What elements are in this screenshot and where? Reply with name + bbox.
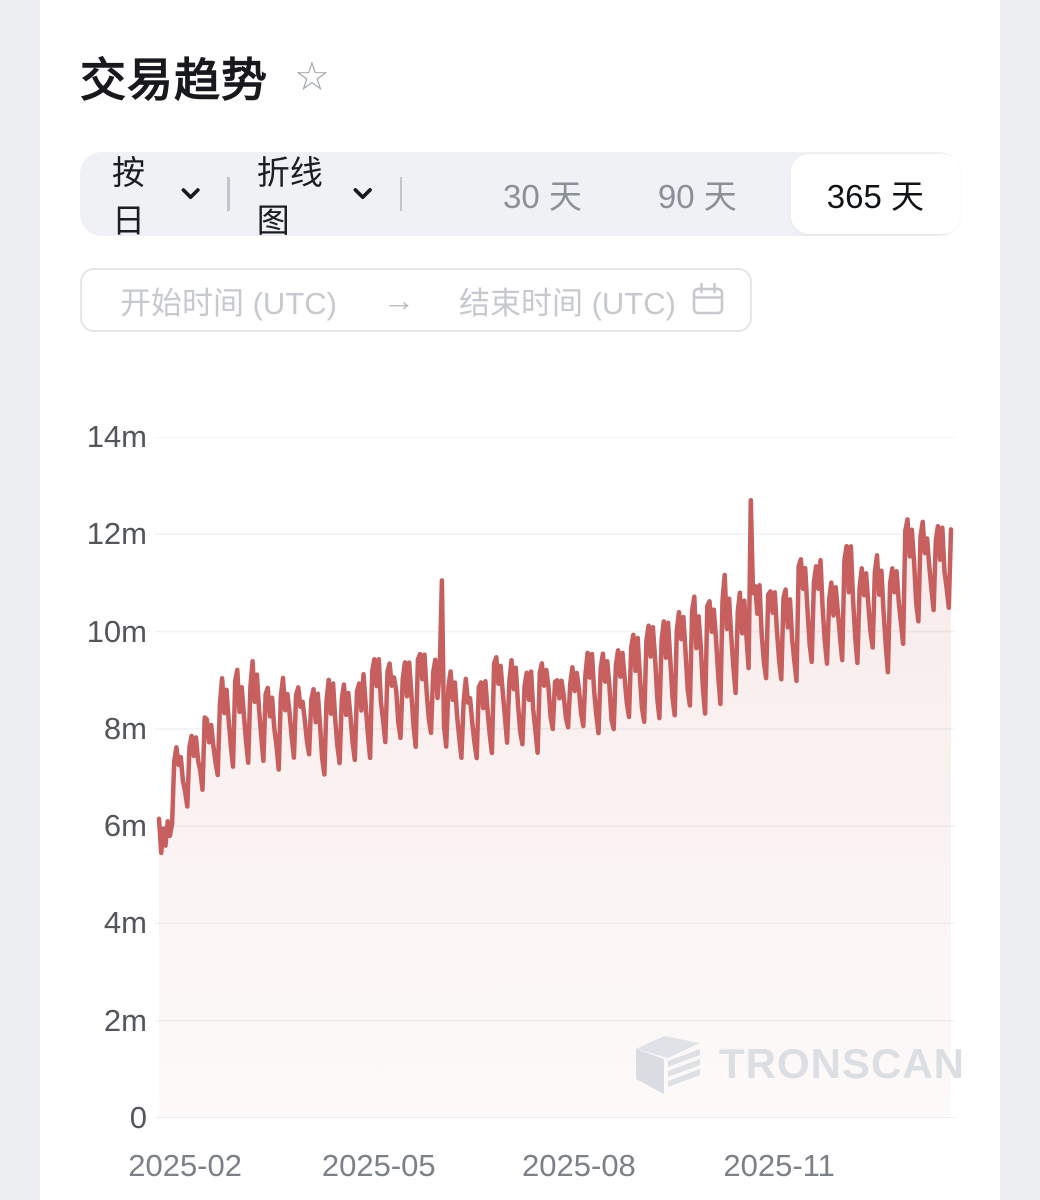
chart-canvas[interactable]: TRONSCAN — [155, 437, 964, 1118]
chevron-down-icon — [353, 188, 372, 200]
range-button-30d[interactable]: 30 天 — [465, 156, 620, 232]
arrow-right-icon: → — [382, 281, 415, 318]
favorite-star-icon[interactable]: ☆ — [294, 55, 330, 99]
chart-type-dropdown[interactable]: 折线图 — [257, 146, 373, 242]
chart-toolbar: 按日 折线图 30 天 90 天 365 天 — [80, 152, 960, 239]
tronscan-logo-icon — [636, 1036, 700, 1094]
tronscan-watermark: TRONSCAN — [631, 1032, 965, 1096]
area-fill — [159, 500, 951, 1118]
time-range-group: 30 天 90 天 365 天 — [465, 154, 960, 234]
toolbar-divider — [399, 177, 403, 211]
line-chart-svg — [155, 437, 955, 1118]
end-date-input[interactable]: 结束时间 (UTC) — [458, 285, 676, 321]
page-title: 交易趋势 — [80, 54, 268, 106]
start-date-input[interactable]: 开始时间 (UTC) — [120, 285, 337, 321]
toolbar-divider — [227, 177, 230, 211]
trend-line — [156, 497, 954, 856]
calendar-icon[interactable] — [688, 280, 728, 320]
range-button-90d[interactable]: 90 天 — [620, 156, 775, 232]
chart-type-label: 折线图 — [256, 154, 323, 239]
page-header: 交易趋势 ☆ — [80, 44, 330, 110]
date-range-picker[interactable]: 开始时间 (UTC) → 结束时间 (UTC) — [80, 268, 752, 332]
range-button-365d[interactable]: 365 天 — [790, 154, 960, 234]
granularity-dropdown[interactable]: 按日 — [112, 146, 200, 242]
granularity-label: 按日 — [112, 154, 145, 239]
chevron-down-icon — [181, 188, 200, 200]
watermark-text: TRONSCAN — [719, 1040, 965, 1087]
